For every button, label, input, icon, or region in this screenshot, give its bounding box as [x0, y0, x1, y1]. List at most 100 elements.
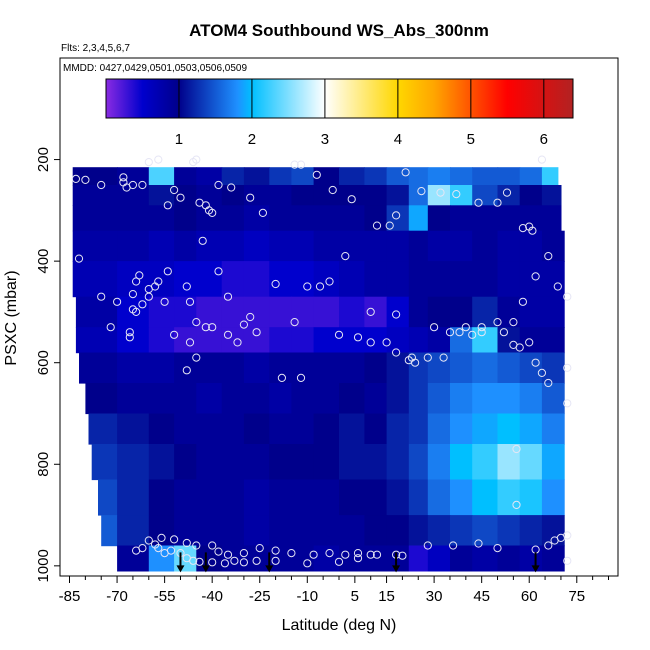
- observation-point: [312, 170, 321, 179]
- heatmap-cell: [519, 479, 543, 516]
- observation-point: [192, 155, 201, 164]
- heatmap-cell: [472, 413, 499, 445]
- heatmap-cell: [269, 515, 293, 547]
- heatmap-cell: [450, 444, 473, 481]
- observation-point: [170, 330, 179, 339]
- heatmap-cell: [450, 261, 473, 298]
- heatmap-cell: [221, 383, 245, 415]
- heatmap-cell: [450, 479, 473, 516]
- heatmap-cell: [221, 352, 245, 384]
- observation-point: [334, 557, 344, 566]
- heatmap-cell: [408, 296, 429, 328]
- observation-point: [563, 531, 572, 540]
- observation-point: [198, 236, 207, 245]
- heatmap-cell: [427, 185, 451, 206]
- heatmap-cell: [339, 515, 365, 547]
- heatmap-cell: [364, 413, 388, 445]
- observation-point: [106, 323, 115, 332]
- observation-point: [125, 328, 134, 337]
- heatmap-cell: [339, 383, 365, 415]
- heatmap-cell: [269, 383, 293, 415]
- observation-point: [132, 546, 141, 555]
- heatmap-cell: [541, 230, 565, 262]
- heatmap-cell: [243, 444, 270, 481]
- heatmap-cell: [269, 479, 293, 516]
- heatmap-cell: [386, 261, 410, 298]
- observation-point: [449, 541, 458, 550]
- heatmap-cell: [364, 479, 388, 516]
- heatmap-cell: [450, 296, 473, 328]
- observation-point: [239, 558, 248, 567]
- heatmap-cell: [541, 296, 565, 328]
- heatmap-cell: [196, 383, 223, 415]
- observation-point: [401, 168, 410, 177]
- observation-point: [392, 310, 401, 319]
- heatmap-cell: [148, 230, 175, 262]
- heatmap-cell: [408, 444, 429, 481]
- heatmap-cell: [427, 261, 451, 298]
- heatmap-cell: [497, 230, 521, 262]
- heatmap-cell: [196, 261, 223, 298]
- heatmap-cell: [497, 479, 521, 516]
- heatmap-cell: [291, 167, 315, 186]
- observation-point: [255, 544, 264, 553]
- observation-point: [74, 254, 84, 263]
- observation-point: [537, 155, 547, 164]
- observation-point: [528, 226, 537, 235]
- heatmap-cell: [148, 261, 175, 298]
- heatmap-cell: [541, 545, 565, 572]
- latitude-marker-arrow: [265, 552, 274, 573]
- observation-point: [468, 330, 477, 339]
- observation-point: [128, 290, 137, 299]
- heatmap-cell: [472, 205, 499, 232]
- heatmap-cell: [291, 205, 315, 232]
- heatmap-cell: [221, 515, 245, 547]
- heatmap-cell: [519, 545, 543, 572]
- heatmap-cell: [313, 515, 340, 547]
- observation-point: [154, 155, 163, 164]
- heatmap-cell: [541, 327, 565, 354]
- heatmap-cell: [148, 383, 175, 415]
- heatmap-cell: [313, 327, 340, 354]
- heatmap-cell: [497, 261, 521, 298]
- heatmap-cell: [339, 261, 365, 298]
- observation-point: [477, 323, 486, 332]
- heatmap-cell: [269, 296, 293, 328]
- heatmap-cell: [221, 444, 245, 481]
- observation-point: [515, 343, 524, 352]
- heatmap-cell: [72, 185, 118, 206]
- heatmap-cell: [541, 205, 562, 232]
- observation-point: [214, 267, 223, 276]
- observation-point: [325, 549, 334, 558]
- heatmap-cell: [519, 230, 543, 262]
- heatmap-cell: [148, 167, 175, 186]
- observation-point: [477, 328, 486, 337]
- heatmap-cell: [221, 545, 245, 572]
- observation-point: [230, 556, 239, 565]
- heatmap-cell: [72, 167, 118, 186]
- heatmap-cell: [408, 261, 429, 298]
- x-axis: -85 -70 -55 -40 -25 -10 5 15 30 45 60 75: [59, 576, 609, 605]
- heatmap-cell: [313, 205, 340, 232]
- heatmap-cell: [541, 383, 565, 415]
- heatmap-cell: [291, 352, 315, 384]
- heatmap-cell: [450, 383, 473, 415]
- observation-point: [392, 348, 401, 357]
- heatmap-field: [72, 167, 565, 572]
- heatmap-cell: [243, 205, 270, 232]
- heatmap-cell: [117, 230, 150, 262]
- observation-point: [296, 373, 306, 382]
- observation-point: [382, 338, 391, 347]
- observation-point: [452, 190, 461, 199]
- heatmap-cell: [450, 413, 473, 445]
- observation-point: [303, 559, 312, 568]
- heatmap-cell: [196, 352, 223, 384]
- observation-point: [71, 174, 81, 183]
- observation-point: [252, 328, 261, 337]
- heatmap-cell: [427, 205, 451, 232]
- heatmap-cell: [221, 479, 245, 516]
- latitude-marker-arrow: [531, 552, 540, 573]
- colorbar-gradient: [105, 78, 574, 119]
- observation-point: [97, 180, 106, 190]
- heatmap-cell: [427, 515, 451, 547]
